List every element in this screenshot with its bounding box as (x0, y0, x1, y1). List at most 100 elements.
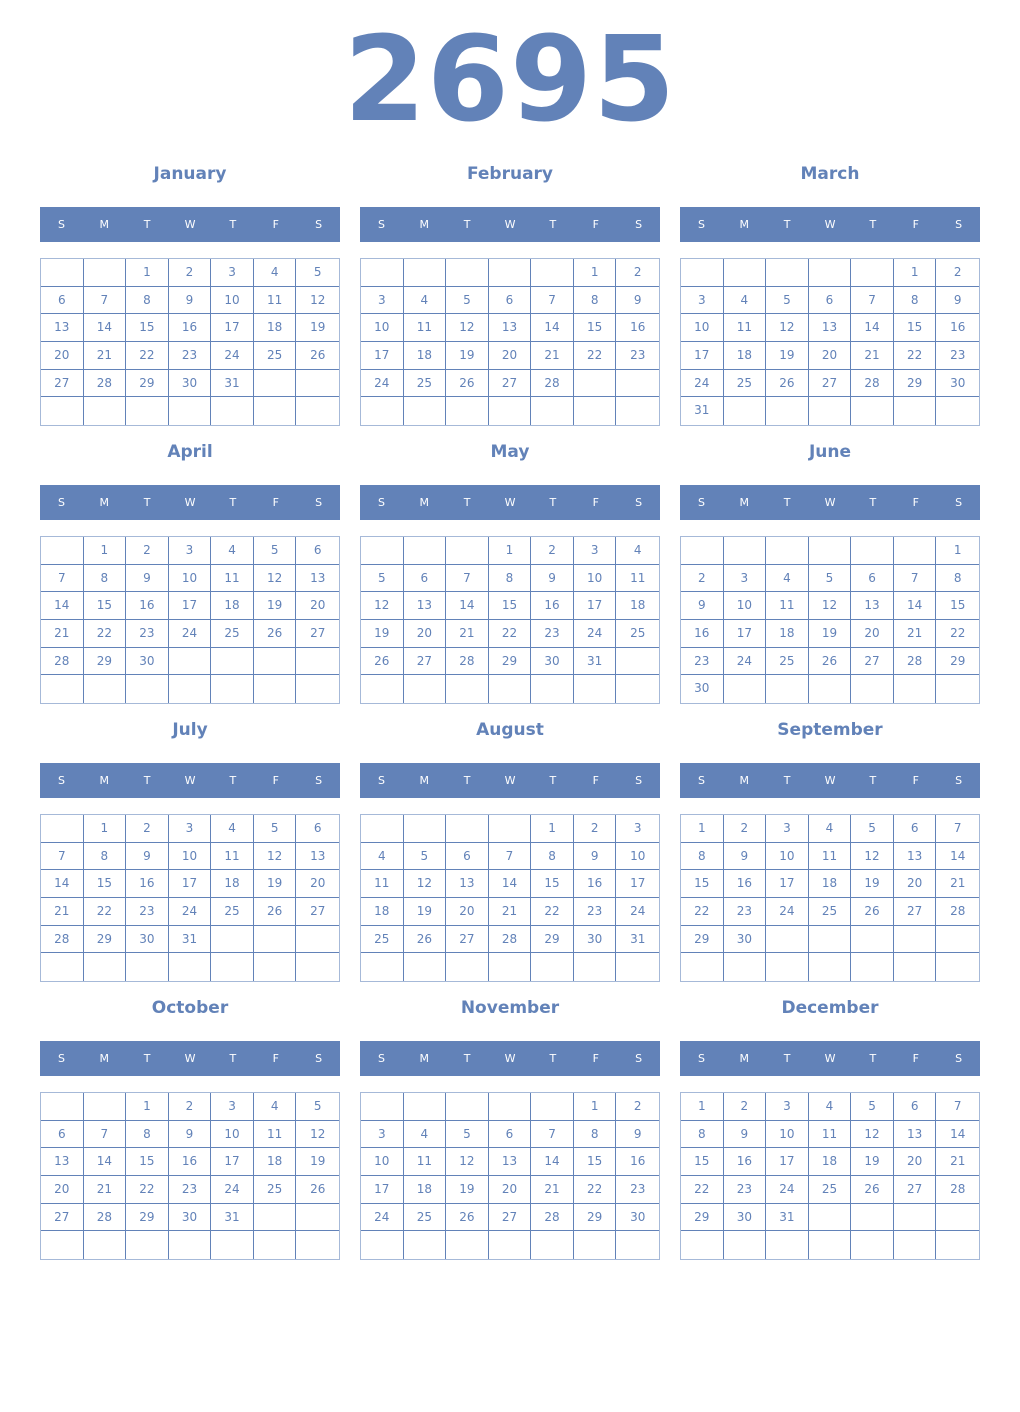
day-cell: 30 (681, 675, 724, 703)
day-cell: 9 (681, 592, 724, 620)
day-cell: 10 (168, 842, 212, 871)
day-cell: 6 (403, 564, 447, 593)
day-cell: 16 (573, 870, 617, 898)
day-cell: 14 (83, 314, 127, 342)
day-cell: 10 (211, 286, 254, 315)
day-cell: 4 (253, 259, 297, 287)
day-cell: 6 (893, 1093, 937, 1121)
empty-day-cell (404, 675, 447, 703)
weekday-label: W (824, 774, 836, 787)
day-cell: 16 (681, 619, 724, 648)
day-cell: 13 (446, 870, 489, 898)
day-cell: 11 (403, 314, 447, 342)
day-cell: 15 (83, 592, 127, 620)
day-cell: 23 (936, 342, 979, 370)
day-cell: 27 (893, 1175, 937, 1204)
day-cell: 7 (936, 815, 979, 843)
day-cell: 27 (488, 369, 532, 398)
day-cell: 2 (723, 1093, 767, 1121)
day-cell: 20 (851, 619, 894, 648)
day-cell: 12 (403, 870, 447, 898)
day-cell: 17 (361, 341, 404, 370)
day-cell: 22 (893, 341, 937, 370)
empty-day-cell (851, 953, 894, 981)
day-cell: 17 (361, 1175, 404, 1204)
day-cell: 28 (936, 1176, 979, 1204)
day-cell: 4 (211, 537, 254, 565)
empty-day-cell (616, 370, 659, 398)
weekday-label: T (229, 218, 237, 231)
empty-day-cell (403, 259, 447, 287)
day-cell: 4 (361, 842, 404, 871)
weekday-label: T (869, 774, 877, 787)
day-cell: 8 (681, 842, 724, 871)
empty-day-cell (616, 675, 659, 703)
day-cell: 6 (808, 286, 852, 315)
empty-day-cell (936, 675, 979, 703)
weekday-label: T (463, 1052, 471, 1065)
day-cell: 11 (403, 1148, 447, 1176)
empty-day-cell (894, 1231, 937, 1259)
day-cell: 7 (531, 1120, 574, 1149)
day-cell: 21 (531, 341, 574, 370)
weekday-label: S (315, 496, 323, 509)
day-cell: 30 (723, 925, 767, 954)
day-grid: 1 2 3 4 5 6 7 8 9 10 11 12 13 14 15 16 17 18 19 20 21 22 23 24 2… (360, 814, 660, 982)
day-cell: 8 (126, 1120, 169, 1149)
weekday-label: W (184, 774, 196, 787)
empty-day-cell (936, 397, 979, 425)
day-cell: 6 (488, 286, 532, 315)
empty-day-cell (574, 1231, 617, 1259)
empty-day-cell (616, 397, 659, 425)
day-cell: 22 (83, 897, 127, 926)
weekday-label: S (955, 496, 963, 509)
empty-day-cell (809, 1231, 852, 1259)
weekday-label: W (504, 1052, 516, 1065)
day-cell: 25 (766, 647, 809, 676)
day-cell: 6 (446, 842, 489, 871)
empty-day-cell (724, 953, 767, 981)
empty-day-cell (489, 397, 532, 425)
empty-day-cell (489, 1231, 532, 1259)
day-cell: 11 (253, 286, 297, 315)
empty-day-cell (808, 1203, 852, 1232)
day-cell: 9 (126, 564, 169, 593)
day-cell: 4 (808, 1093, 852, 1121)
empty-day-cell (361, 397, 404, 425)
day-cell: 8 (893, 286, 937, 315)
day-grid: 1 2 3 4 5 6 7 8 9 10 11 12 13 14 15 16 17 18 19 20 21 22 23 24 2… (360, 1092, 660, 1260)
empty-day-cell (361, 675, 404, 703)
year-title: 2695 (343, 10, 677, 148)
empty-day-cell (296, 397, 339, 425)
day-cell: 4 (403, 286, 447, 315)
day-cell: 10 (723, 592, 767, 620)
day-cell: 22 (681, 1175, 724, 1204)
day-cell: 29 (83, 925, 127, 954)
day-cell: 1 (681, 1093, 724, 1121)
day-cell: 1 (531, 815, 574, 843)
day-cell: 31 (211, 369, 254, 398)
empty-day-cell (894, 397, 937, 425)
day-cell: 5 (446, 286, 489, 315)
weekday-label: S (955, 218, 963, 231)
empty-day-cell (681, 537, 724, 565)
day-cell: 21 (531, 1175, 574, 1204)
day-cell: 13 (893, 1120, 937, 1149)
day-cell: 7 (851, 286, 894, 315)
day-cell: 24 (168, 619, 212, 648)
day-cell: 17 (681, 341, 724, 370)
day-cell: 1 (126, 1093, 169, 1121)
month-title: April (167, 442, 213, 462)
empty-day-cell (809, 953, 852, 981)
empty-day-cell (41, 1093, 84, 1121)
empty-day-cell (41, 1231, 84, 1259)
empty-day-cell (766, 397, 809, 425)
day-cell: 12 (851, 1120, 894, 1149)
day-cell: 13 (296, 565, 339, 593)
day-cell: 1 (936, 537, 979, 565)
empty-day-cell (894, 953, 937, 981)
empty-day-cell (893, 537, 937, 565)
day-cell: 26 (808, 647, 852, 676)
empty-day-cell (211, 675, 254, 703)
empty-day-cell (169, 675, 212, 703)
